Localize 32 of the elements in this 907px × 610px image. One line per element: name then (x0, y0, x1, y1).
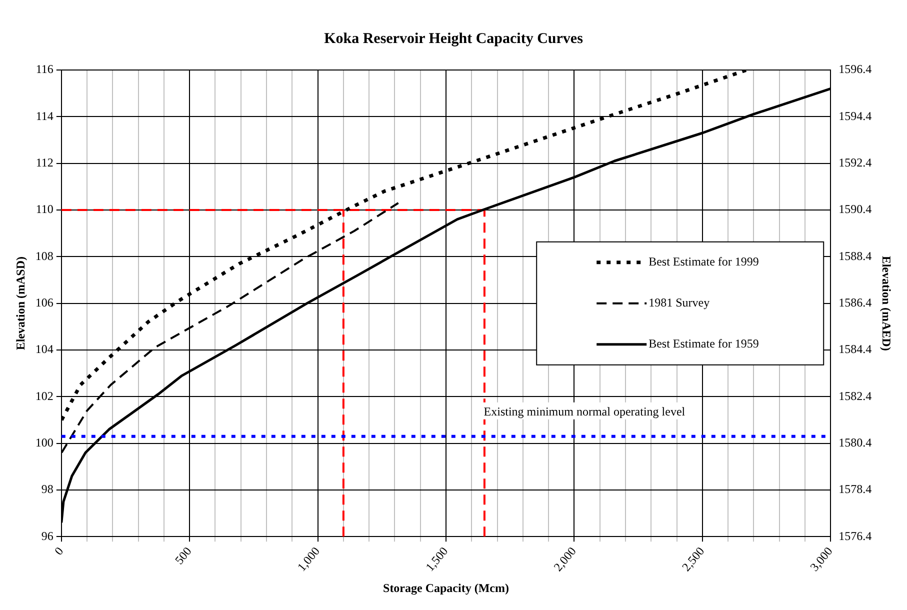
y-tick-label: 106 (35, 295, 54, 310)
y-tick-label: 96 (41, 528, 54, 543)
x-tick-label: 0 (52, 544, 66, 558)
y-tick-label: 104 (35, 342, 54, 356)
y2-tick-label: 1594.4 (838, 108, 872, 123)
y-tick-label: 102 (35, 388, 54, 403)
y-tick-label: 108 (35, 248, 54, 263)
y2-axis-title: Elevation (mAED) (880, 256, 894, 351)
y-tick-label: 112 (36, 155, 54, 170)
y2-tick-label: 1596.4 (838, 62, 872, 76)
y2-tick-label: 1590.4 (838, 202, 872, 216)
legend-label: Best Estimate for 1999 (648, 254, 759, 268)
y2-tick-label: 1586.4 (838, 295, 872, 310)
y-tick-label: 116 (36, 62, 54, 76)
ref-line-label: Existing minimum normal operating level (484, 404, 686, 418)
x-tick-label: 500 (172, 544, 194, 568)
y2-tick-label: 1592.4 (838, 155, 872, 170)
y2-tick-label: 1588.4 (838, 248, 872, 263)
x-axis-title: Storage Capacity (Mcm) (383, 580, 509, 595)
y2-tick-label: 1584.4 (838, 342, 872, 356)
y-tick-label: 98 (41, 482, 54, 496)
y-axis-title: Elevation (mASD) (13, 256, 28, 350)
y-tick-label: 110 (36, 202, 54, 216)
y2-tick-label: 1582.4 (838, 388, 872, 403)
y2-tick-label: 1578.4 (838, 482, 872, 496)
chart-title: Koka Reservoir Height Capacity Curves (324, 30, 584, 47)
y-tick-label: 114 (36, 108, 54, 123)
y-tick-label: 100 (35, 435, 54, 450)
legend-label: 1981 Survey (648, 295, 710, 310)
y2-tick-label: 1580.4 (838, 435, 872, 450)
legend-label: Best Estimate for 1959 (648, 336, 759, 350)
y2-tick-label: 1576.4 (838, 528, 872, 543)
